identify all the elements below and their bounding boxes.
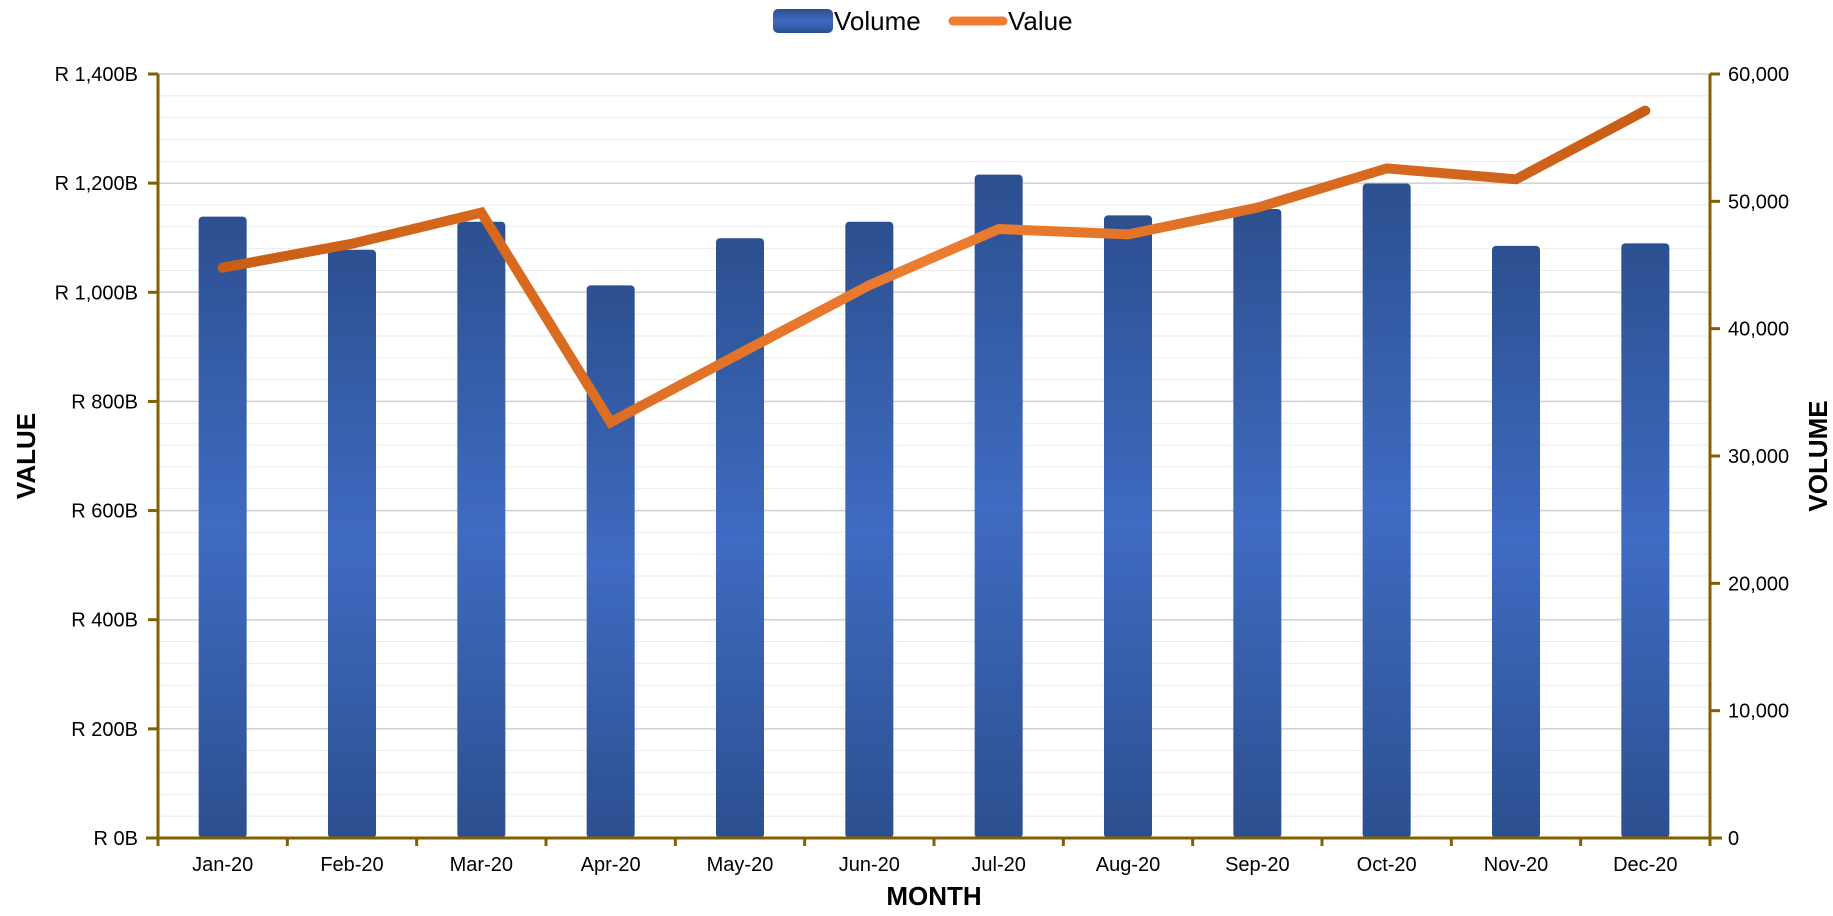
x-tick-label: Nov-20 [1484,854,1548,876]
axes [146,74,1722,846]
left-tick-label: R 200B [71,719,138,741]
x-tick-label: Dec-20 [1613,854,1677,876]
x-tick-label: Oct-20 [1357,854,1417,876]
volume-bar [1492,246,1540,838]
volume-bar [328,250,376,838]
legend-value-label: Value [1008,6,1073,36]
x-tick-label: Mar-20 [450,854,513,876]
x-tick-label: Jun-20 [839,854,900,876]
volume-bar [1104,215,1152,838]
gridlines [158,74,1710,816]
x-tick-label: Jul-20 [971,854,1025,876]
right-tick-label: 60,000 [1728,64,1789,86]
right-axis-tick-labels: 0 10,000 20,000 30,000 40,000 50,000 60,000 [1728,64,1789,850]
volume-bar [845,222,893,838]
x-axis-title: MONTH [886,881,981,911]
right-tick-label: 0 [1728,828,1739,850]
right-tick-label: 20,000 [1728,573,1789,595]
volume-bar [716,238,764,838]
left-tick-label: R 600B [71,501,138,523]
volume-bar [1363,184,1411,838]
value-line [223,111,1646,423]
x-tick-label: Feb-20 [320,854,383,876]
x-tick-label: May-20 [707,854,774,876]
right-tick-label: 10,000 [1728,701,1789,723]
volume-bar [975,175,1023,838]
left-tick-label: R 1,200B [55,173,138,195]
legend-volume-swatch [773,9,833,33]
left-axis-tick-labels: R 0B R 200B R 400B R 600B R 800B R 1,000B R 1,… [55,64,138,850]
left-tick-label: R 400B [71,610,138,632]
volume-bar [1621,243,1669,838]
value-line-series [223,110,1646,422]
legend: Volume Value [773,6,1073,36]
left-tick-label: R 800B [71,391,138,413]
volume-bar [199,217,247,838]
right-tick-label: 50,000 [1728,191,1789,213]
x-axis-tick-labels: Jan-20 Feb-20 Mar-20 Apr-20 May-20 Jun-20 Jul-… [192,854,1677,876]
legend-volume-label: Volume [834,6,921,36]
x-tick-label: Aug-20 [1096,854,1161,876]
y2-axis-title: VOLUME [1803,400,1833,511]
volume-bar [457,222,505,838]
right-tick-label: 40,000 [1728,319,1789,341]
left-tick-label: R 0B [94,828,138,850]
x-tick-label: Apr-20 [581,854,641,876]
y-axis-title: VALUE [11,413,41,499]
left-tick-label: R 1,000B [55,282,138,304]
x-tick-label: Jan-20 [192,854,253,876]
x-tick-label: Sep-20 [1225,854,1290,876]
right-tick-label: 30,000 [1728,446,1789,468]
left-tick-label: R 1,400B [55,64,138,86]
volume-bar [1233,209,1281,838]
volume-bars [199,175,1670,838]
volume-bar [587,285,635,838]
